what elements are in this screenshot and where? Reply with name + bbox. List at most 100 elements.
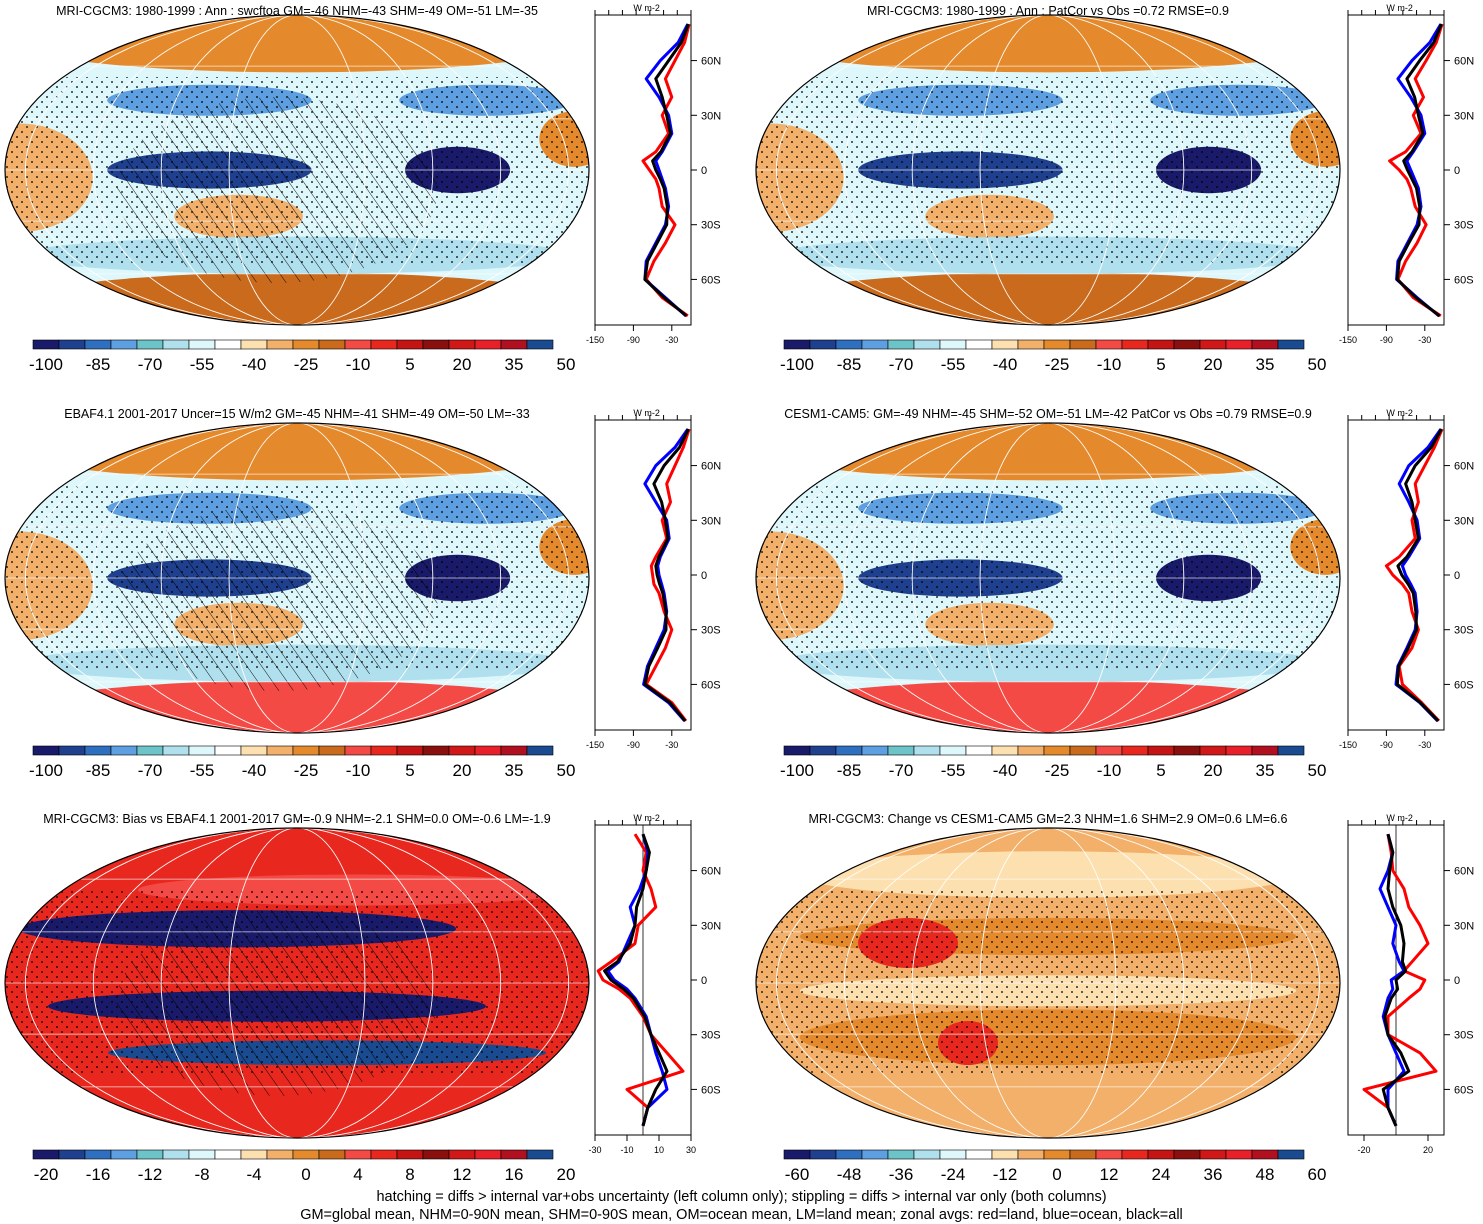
colorbar-swatch [58,745,86,756]
zonal-x-label: -90 [1380,740,1393,750]
colorbar-tick-label: -100 [29,761,63,780]
colorbar-swatch [1277,1149,1305,1160]
colorbar-swatch [861,339,889,350]
colorbar-swatch [214,1149,242,1160]
zonal-frame [594,14,692,326]
field-region [756,423,1340,481]
colorbar-swatch [913,1149,941,1160]
colorbar-swatch [1251,1149,1279,1160]
colorbar-swatch [835,339,863,350]
colorbar-swatch [474,1149,502,1160]
colorbar-tick-label: -85 [86,355,111,374]
colorbar-swatch [1147,745,1175,756]
colorbar-swatch [1173,1149,1201,1160]
colorbar-tick-label: 35 [505,355,524,374]
zonal-x-label: -30 [1418,335,1431,345]
colorbar-tick-label: 35 [505,761,524,780]
colorbar-tick-label: 50 [1308,355,1327,374]
colorbar-tick-label: -85 [86,761,111,780]
colorbar-tick-label: 12 [453,1165,472,1184]
colorbar-swatch [318,745,346,756]
colorbar-tick-label: -36 [889,1165,914,1184]
colorbar-swatch [240,745,268,756]
colorbar-swatch [965,1149,993,1160]
colorbar-swatch [1121,339,1149,350]
map-title: MRI-CGCM3: 1980-1999 : Ann : PatCor vs O… [867,4,1229,18]
zonal-x-label: -150 [586,335,604,345]
colorbar-swatch [84,1149,112,1160]
colorbar-tick-label: -70 [889,355,914,374]
map-field [756,15,1340,325]
map-outline [4,827,590,1139]
colorbar-swatch [1173,339,1201,350]
colorbar-tick-label: 16 [505,1165,524,1184]
zonal-x-label: -30 [665,740,678,750]
colorbar-swatch [1147,339,1175,350]
colorbar-swatch [965,339,993,350]
colorbar-swatch [861,1149,889,1160]
zonal-series-land [596,833,685,1127]
colorbar-tick-label: -10 [346,355,371,374]
colorbar-swatch [318,1149,346,1160]
footer-note-legend: GM=global mean, NHM=0-90N mean, SHM=0-90… [300,1207,1183,1223]
colorbar-tick-label: 36 [1204,1165,1223,1184]
zonal-lat-label: 30S [701,625,721,637]
zonal-lat-label: 60N [1454,56,1474,68]
map-panel-1: MRI-CGCM3: 1980-1999 : Ann : swcftoa GM=… [4,4,590,326]
zonal-x-label: -10 [620,1145,633,1155]
colorbar-swatch [32,1149,60,1160]
zonal-series-ocean [643,23,690,318]
zonal-lat-label: 60S [701,274,721,286]
map-field [5,15,589,325]
field-region [756,680,1340,733]
field-region [5,423,589,481]
zonal-lat-label: 30N [701,920,721,932]
colorbar-tick-label: 5 [405,761,414,780]
colorbar-swatch [110,339,138,350]
colorbar-swatch [266,745,294,756]
zonal-lat-label: 30S [701,220,721,232]
zonal-lat-label: 30S [1454,625,1474,637]
colorbar-tick-label: 48 [1256,1165,1275,1184]
map-outline [755,14,1341,326]
colorbar-tick-label: -55 [941,761,966,780]
zonal-lat-label: 60N [1454,461,1474,473]
colorbar-swatch [783,745,811,756]
zonal-series-land [1362,833,1438,1127]
zonal-lat-label: 0 [701,165,707,177]
colorbar-tick-label: 5 [1156,761,1165,780]
zonal-x-label: -30 [1418,740,1431,750]
colorbar-tick-label: 5 [405,355,414,374]
hatching [116,910,438,1096]
colorbar-swatch [162,339,190,350]
zonal-lat-label: 60N [701,461,721,473]
colorbar-swatch [500,1149,528,1160]
colorbar-tick-label: 60 [1308,1165,1327,1184]
colorbar-swatch [448,1149,476,1160]
zonal-lat-label: 30N [701,515,721,527]
zonal-series-all [1381,833,1411,1127]
colorbar-swatch [84,745,112,756]
zonal-mean-4: W m-2 60N 30N 0 30S 60S -150 -90 -30 [1339,408,1474,750]
colorbar-tick-label: -40 [242,355,267,374]
colorbar-swatch [266,1149,294,1160]
colorbar-swatch [913,745,941,756]
map-title: MRI-CGCM3: Change vs CESM1-CAM5 GM=2.3 N… [809,812,1288,826]
colorbar-swatch [422,745,450,756]
map-field [5,423,589,733]
colorbar-swatch [344,339,372,350]
colorbar-swatch [396,745,424,756]
zonal-x-label: -30 [588,1145,601,1155]
colorbar-tick-label: -4 [246,1165,261,1184]
zonal-mean-5: W m-2 60N 30N 0 30S 60S -30 -10 10 30 [588,813,721,1155]
hatching [116,97,438,283]
colorbar-tick-label: -12 [993,1165,1018,1184]
colorbar-swatch [370,745,398,756]
colorbar-tick-label: -48 [837,1165,862,1184]
colorbar-swatch [344,745,372,756]
zonal-series-ocean [606,833,669,1127]
zonal-units: W m-2 [1386,813,1413,823]
map-panel-2: MRI-CGCM3: 1980-1999 : Ann : PatCor vs O… [755,4,1341,326]
colorbar-swatch [110,745,138,756]
